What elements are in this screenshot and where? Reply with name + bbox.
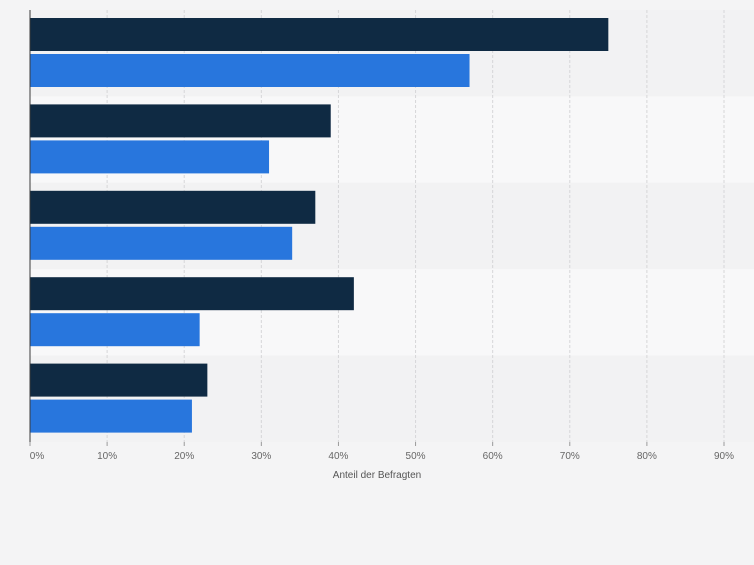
- bar: [30, 399, 192, 433]
- bar: [30, 313, 200, 347]
- bars: [30, 18, 609, 433]
- bar: [30, 54, 470, 87]
- bar: [30, 104, 331, 138]
- x-tick-label: 20%: [174, 451, 194, 462]
- bar: [30, 18, 609, 51]
- x-tick-label: 90%: [714, 451, 734, 462]
- bar: [30, 226, 293, 260]
- x-tick-label: 60%: [483, 451, 503, 462]
- x-tick-label: 40%: [328, 451, 348, 462]
- bar: [30, 140, 270, 174]
- x-tick-label: 50%: [406, 451, 426, 462]
- x-tick-labels: 0% 10% 20% 30% 40% 50% 60% 70% 80% 90%: [29, 442, 734, 462]
- bar: [30, 363, 208, 397]
- x-tick-label: 80%: [637, 451, 657, 462]
- bar: [30, 277, 354, 311]
- bar: [30, 190, 316, 224]
- x-tick-label: 10%: [97, 451, 117, 462]
- x-tick-label: 30%: [251, 451, 271, 462]
- x-tick-label: 70%: [560, 451, 580, 462]
- x-tick-label: 0%: [30, 451, 45, 462]
- x-axis-label: Anteil der Befragten: [333, 470, 421, 481]
